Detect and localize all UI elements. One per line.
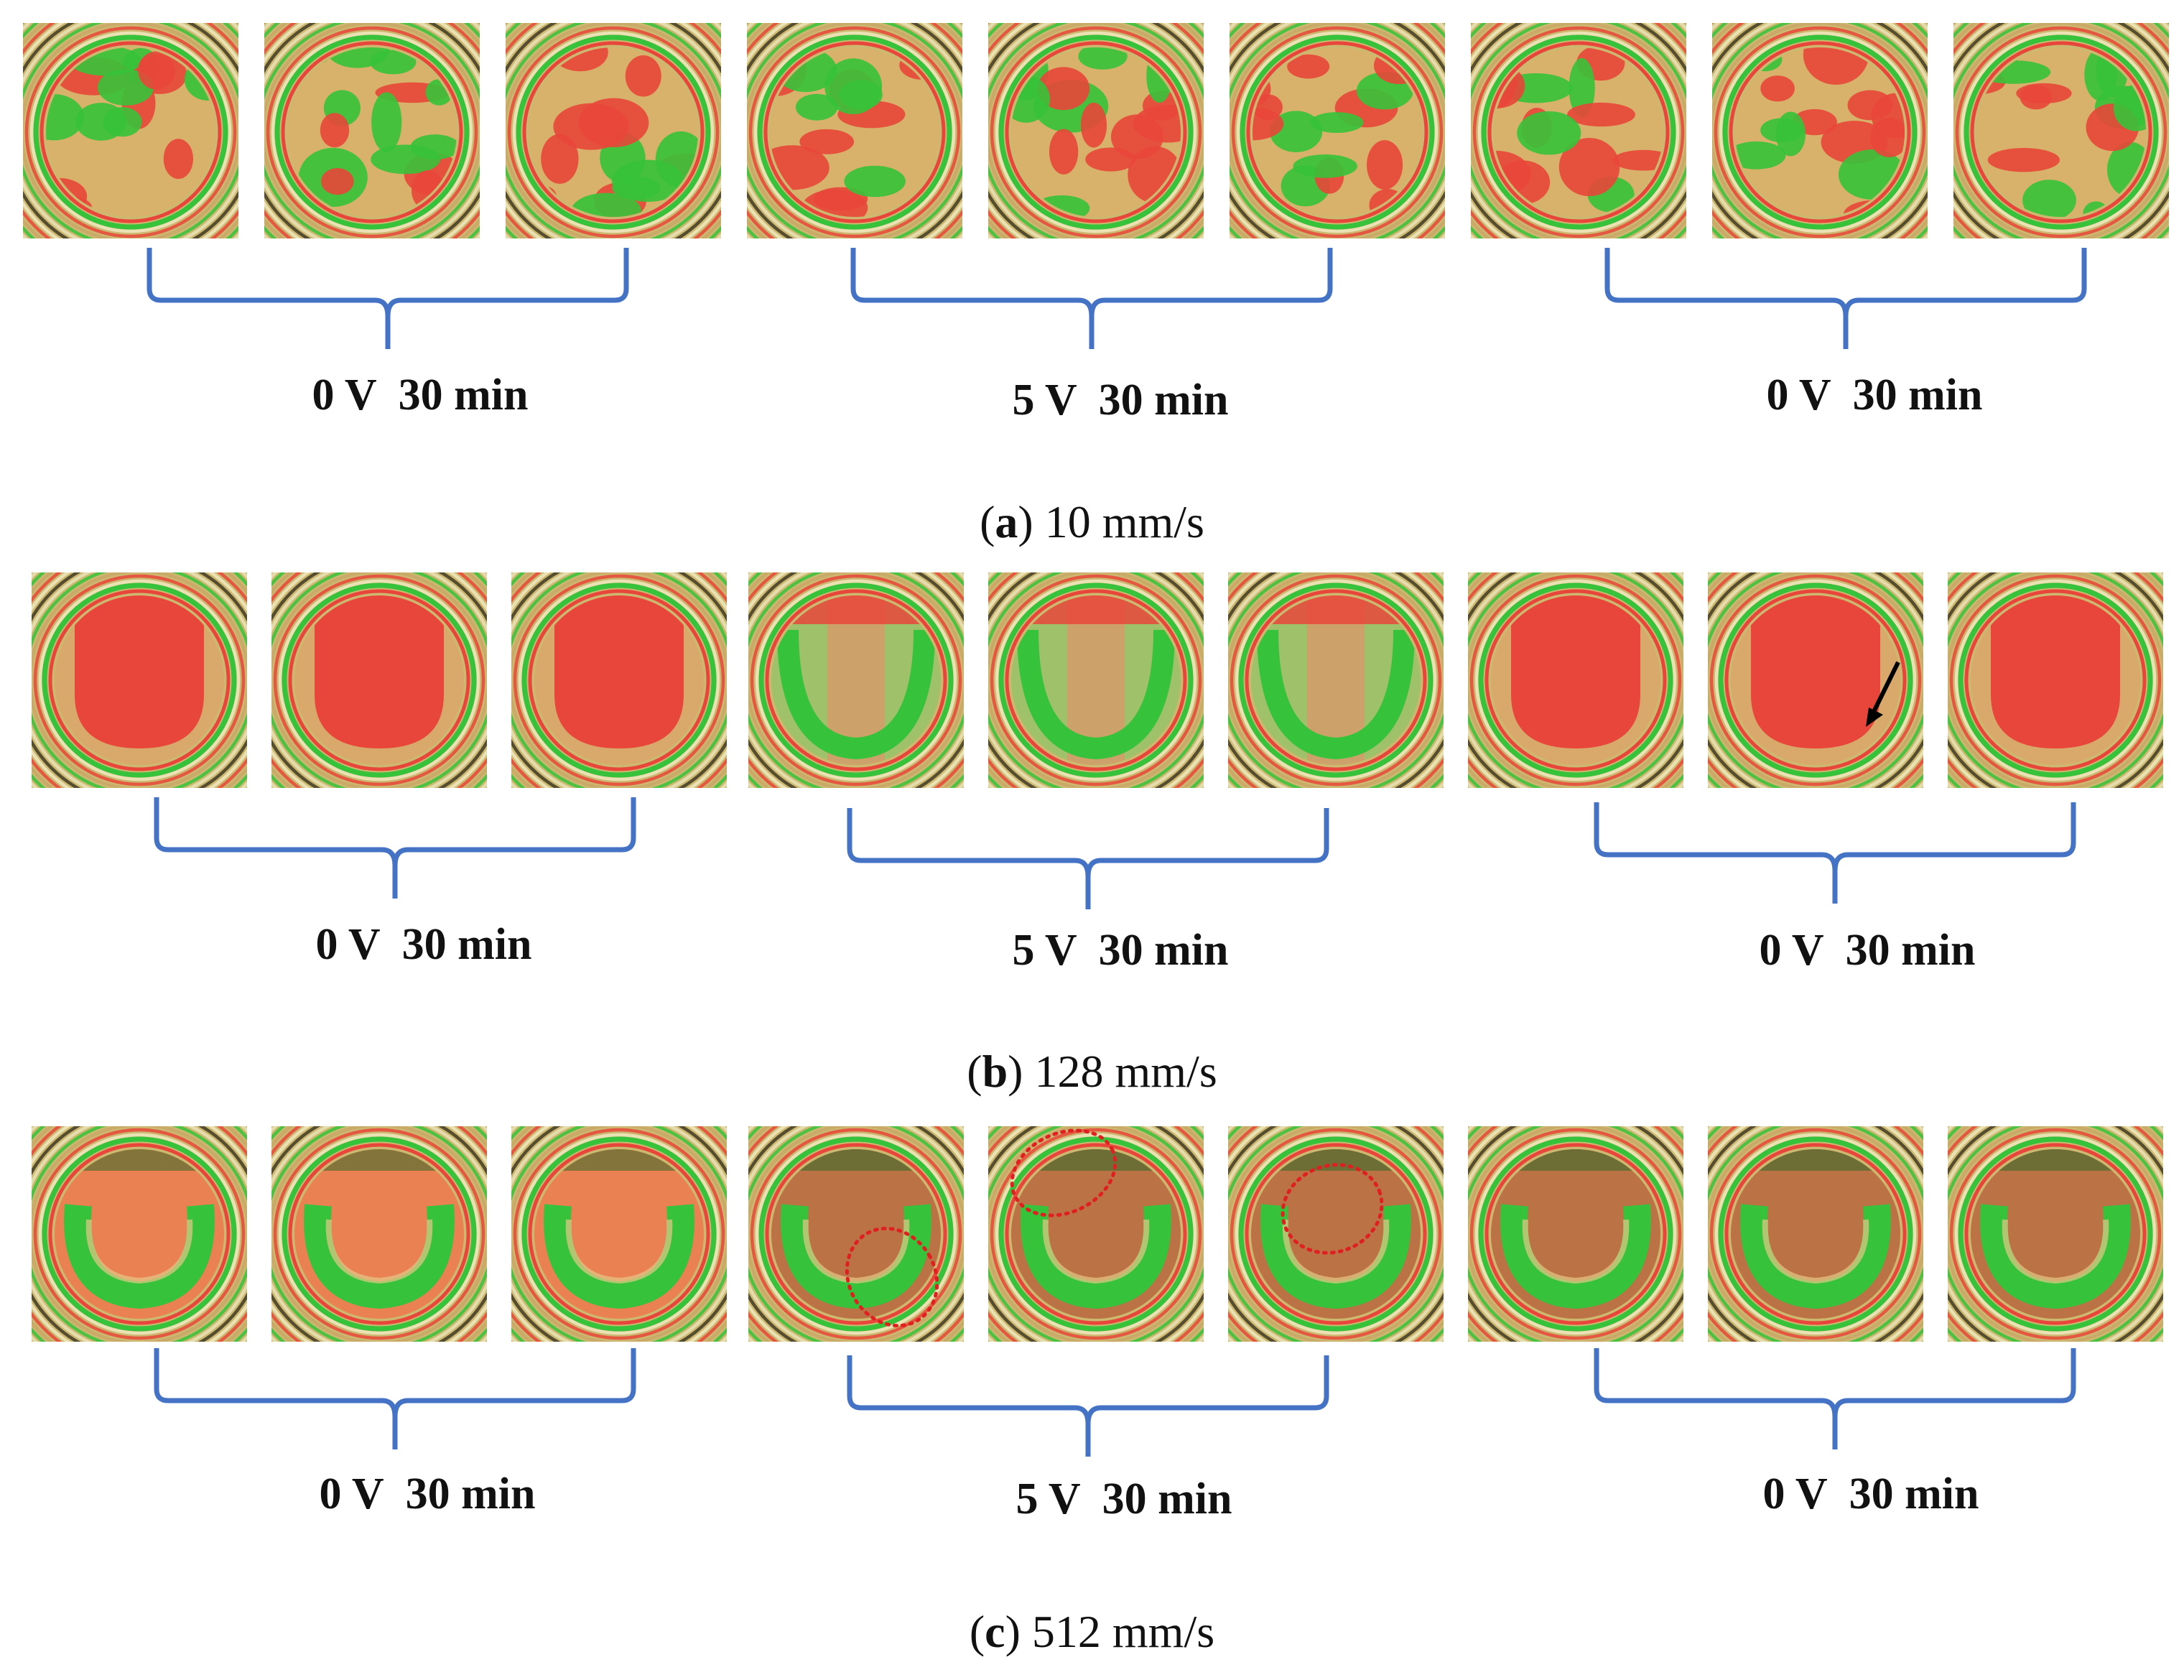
interferogram-graphic	[32, 1126, 247, 1342]
interferogram-b9	[1948, 572, 2163, 788]
interferogram-graphic	[271, 572, 487, 788]
group-label-b2: 5 V 30 min	[1012, 926, 1229, 975]
interferogram-graphic	[23, 23, 238, 238]
brace-a3	[1604, 248, 2087, 349]
interferogram-c4	[748, 1126, 964, 1342]
interferogram-c9	[1948, 1126, 2163, 1342]
interferogram-c3	[511, 1126, 727, 1342]
caption-a: (a) 10 mm/s	[980, 496, 1204, 547]
interferogram-graphic	[1228, 572, 1444, 788]
interferogram-graphic	[1468, 572, 1683, 788]
interferogram-graphic	[506, 23, 721, 238]
caption-c: (c) 512 mm/s	[969, 1606, 1215, 1657]
interferogram-a7	[1471, 23, 1686, 238]
interferogram-graphic	[264, 23, 480, 238]
interferogram-b5	[988, 572, 1204, 788]
interferogram-a1	[23, 23, 238, 238]
highlight-ellipse	[1010, 1128, 1117, 1217]
interferogram-b6	[1228, 572, 1444, 788]
interferogram-graphic	[511, 572, 727, 788]
brace-c3	[1594, 1348, 2076, 1449]
interferogram-graphic	[748, 1126, 964, 1342]
interferogram-a8	[1712, 23, 1928, 238]
interferogram-graphic	[1708, 572, 1923, 788]
group-label-a3: 0 V 30 min	[1766, 371, 1983, 419]
highlight-ellipse	[845, 1226, 939, 1328]
interferogram-a6	[1230, 23, 1445, 238]
brace-a2	[850, 248, 1333, 349]
group-label-c1: 0 V 30 min	[319, 1470, 536, 1518]
interferogram-graphic	[32, 572, 247, 788]
interferogram-graphic	[1228, 1126, 1444, 1342]
brace-b2	[847, 808, 1329, 909]
group-label-b3: 0 V 30 min	[1759, 926, 1976, 975]
group-label-a1: 0 V 30 min	[312, 371, 529, 419]
interferogram-graphic	[1471, 23, 1686, 238]
group-label-b1: 0 V 30 min	[315, 920, 532, 969]
interferogram-b8	[1708, 572, 1923, 788]
interferogram-graphic	[988, 23, 1204, 238]
brace-b1	[154, 797, 636, 899]
interferogram-graphic	[748, 572, 964, 788]
interferogram-graphic	[988, 1126, 1204, 1342]
interferogram-b2	[271, 572, 487, 788]
arrow-annotation	[1869, 661, 1900, 718]
interferogram-graphic	[988, 572, 1204, 788]
interferogram-graphic	[1230, 23, 1445, 238]
interferogram-b4	[748, 572, 964, 788]
interferogram-graphic	[1708, 1126, 1923, 1342]
brace-a1	[147, 248, 629, 349]
interferogram-graphic	[1712, 23, 1928, 238]
interferogram-b1	[32, 572, 247, 788]
interferogram-graphic	[1948, 572, 2163, 788]
interferogram-graphic	[747, 23, 962, 238]
interferogram-c2	[271, 1126, 487, 1342]
interferogram-a5	[988, 23, 1204, 238]
interferogram-c5	[988, 1126, 1204, 1342]
interferogram-graphic	[511, 1126, 727, 1342]
interferogram-graphic	[1953, 23, 2169, 238]
group-label-a2: 5 V 30 min	[1012, 376, 1229, 424]
brace-c2	[847, 1355, 1329, 1457]
interferogram-graphic	[1468, 1126, 1683, 1342]
interferogram-c6	[1228, 1126, 1444, 1342]
caption-b: (b) 128 mm/s	[967, 1046, 1217, 1097]
interferogram-a3	[506, 23, 721, 238]
brace-c1	[154, 1348, 636, 1449]
interferogram-c7	[1468, 1126, 1683, 1342]
group-label-c2: 5 V 30 min	[1016, 1475, 1232, 1523]
group-label-c3: 0 V 30 min	[1762, 1470, 1979, 1518]
interferogram-a2	[264, 23, 480, 238]
interferogram-a4	[747, 23, 962, 238]
interferogram-graphic	[1948, 1126, 2163, 1342]
interferogram-graphic	[271, 1126, 487, 1342]
brace-b3	[1594, 802, 2076, 904]
interferogram-b3	[511, 572, 727, 788]
interferogram-c1	[32, 1126, 247, 1342]
interferogram-b7	[1468, 572, 1683, 788]
interferogram-a9	[1953, 23, 2169, 238]
highlight-ellipse	[1281, 1163, 1384, 1255]
interferogram-c8	[1708, 1126, 1923, 1342]
